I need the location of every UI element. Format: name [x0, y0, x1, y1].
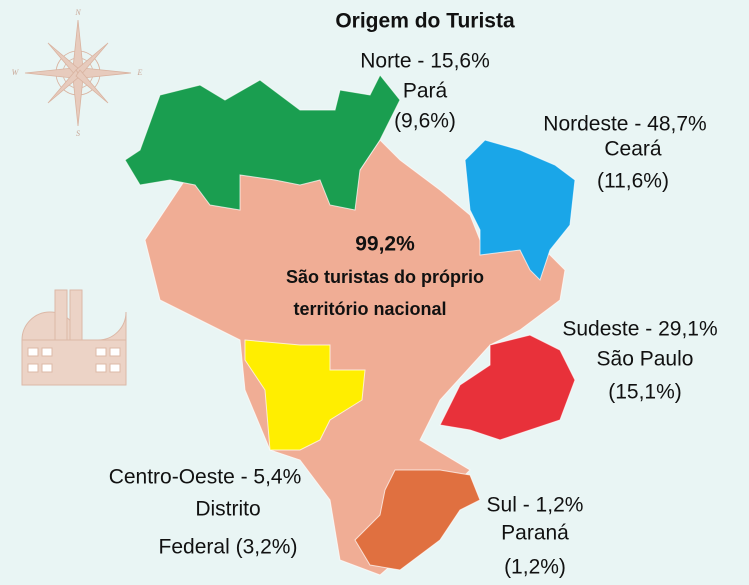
compass-e: E	[137, 68, 143, 77]
region-heading: Norte - 15,6%	[360, 50, 490, 73]
region-state: Pará	[403, 80, 448, 103]
compass-icon	[24, 19, 132, 127]
center-value: 99,2%	[355, 233, 415, 256]
region-share: (11,6%)	[597, 170, 669, 193]
region-centro-oeste	[244, 339, 366, 451]
title: Origem do Turista	[335, 10, 515, 33]
region-heading: Sul - 1,2%	[487, 494, 584, 517]
region-sudeste	[439, 334, 576, 441]
building-icon	[21, 289, 127, 386]
compass-w: W	[12, 68, 20, 77]
compass-n: N	[74, 8, 81, 17]
brazil-map	[124, 74, 576, 576]
center-line: território nacional	[293, 299, 446, 319]
region-state: Ceará	[604, 138, 662, 161]
region-heading: Centro-Oeste - 5,4%	[109, 466, 302, 489]
region-state: Distrito	[195, 498, 260, 521]
region-heading: Sudeste - 29,1%	[562, 318, 717, 341]
compass-s: S	[76, 129, 80, 138]
region-state: São Paulo	[597, 348, 694, 371]
brazil-body	[144, 139, 566, 576]
region-nordeste	[464, 139, 576, 281]
region-state: Paraná	[501, 522, 569, 545]
region-heading: Nordeste - 48,7%	[543, 113, 706, 136]
region-share: (1,2%)	[504, 556, 566, 579]
region-share: (15,1%)	[608, 381, 682, 404]
region-sul	[354, 469, 481, 571]
center-line: São turistas do próprio	[286, 267, 484, 287]
region-share: Federal (3,2%)	[159, 536, 298, 559]
region-norte	[124, 74, 401, 211]
region-share: (9,6%)	[394, 110, 456, 133]
